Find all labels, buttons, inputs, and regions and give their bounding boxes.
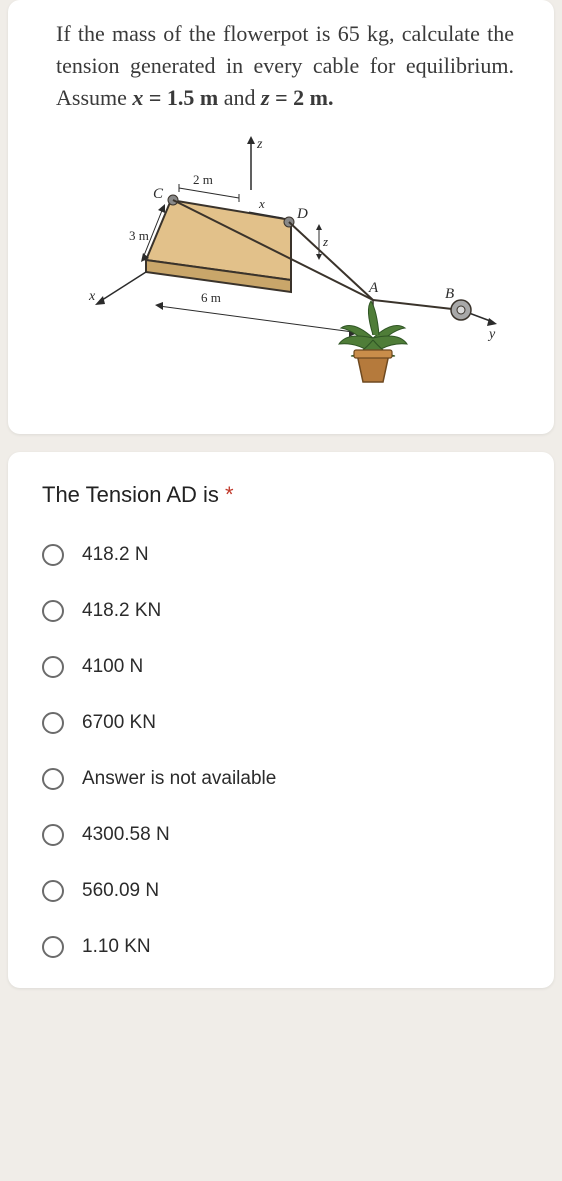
option-label: 418.2 KN (82, 600, 161, 622)
cable-da (289, 222, 373, 300)
x-axis (99, 272, 146, 302)
option-label: 6700 KN (82, 712, 156, 734)
option-label: 4100 N (82, 656, 143, 678)
y-axis-arrow (487, 318, 497, 326)
y-axis-label: y (487, 327, 496, 342)
radio-icon[interactable] (42, 880, 64, 902)
problem-card: If the mass of the flowerpot is 65 kg, c… (8, 0, 554, 434)
dim-3m: 3 m (129, 228, 149, 243)
dim-2m-line (179, 188, 239, 198)
radio-icon[interactable] (42, 768, 64, 790)
option-row[interactable]: 4300.58 N (20, 814, 542, 856)
option-label: 1.10 KN (82, 936, 151, 958)
question-card: The Tension AD is * 418.2 N 418.2 KN 410… (8, 452, 554, 988)
dim-6m: 6 m (201, 290, 221, 305)
radio-icon[interactable] (42, 600, 64, 622)
flowerpot-rim (354, 350, 392, 358)
label-d: D (296, 206, 308, 222)
problem-x-eq: = 1.5 m (143, 85, 218, 110)
x-axis-label: x (88, 289, 96, 304)
question-title: The Tension AD is * (20, 470, 542, 534)
z-axis-arrow (247, 136, 255, 144)
problem-z-eq: = 2 m. (270, 85, 334, 110)
plant-icon (339, 301, 407, 356)
option-label: 560.09 N (82, 880, 159, 902)
x-axis-arrow (95, 296, 105, 305)
option-row[interactable]: Answer is not available (20, 758, 542, 800)
dim-6m-line (159, 306, 353, 332)
option-row[interactable]: 1.10 KN (20, 926, 542, 968)
option-row[interactable]: 560.09 N (20, 870, 542, 912)
radio-icon[interactable] (42, 544, 64, 566)
option-row[interactable]: 418.2 N (20, 534, 542, 576)
radio-icon[interactable] (42, 824, 64, 846)
radio-icon[interactable] (42, 712, 64, 734)
option-label: 4300.58 N (82, 824, 170, 846)
option-label: 418.2 N (82, 544, 149, 566)
required-asterisk: * (225, 482, 234, 507)
problem-figure: z x y C D 2 m x z 3 m (61, 130, 501, 410)
option-label: Answer is not available (82, 768, 276, 790)
option-row[interactable]: 6700 KN (20, 702, 542, 744)
label-a: A (368, 280, 379, 296)
dim-z: z (322, 234, 328, 249)
z-axis-label: z (256, 137, 263, 152)
dim-2m: 2 m (193, 172, 213, 187)
dim-x: x (258, 196, 265, 211)
radio-icon[interactable] (42, 936, 64, 958)
question-title-text: The Tension AD is (42, 482, 225, 507)
problem-part-2: and (218, 85, 261, 110)
option-row[interactable]: 418.2 KN (20, 590, 542, 632)
pulley-b-inner (457, 306, 465, 314)
problem-text: If the mass of the flowerpot is 65 kg, c… (20, 18, 542, 130)
problem-z-var: z (261, 85, 270, 110)
label-c: C (153, 186, 164, 202)
problem-x-var: x (132, 85, 143, 110)
label-b: B (445, 286, 454, 302)
option-row[interactable]: 4100 N (20, 646, 542, 688)
radio-icon[interactable] (42, 656, 64, 678)
